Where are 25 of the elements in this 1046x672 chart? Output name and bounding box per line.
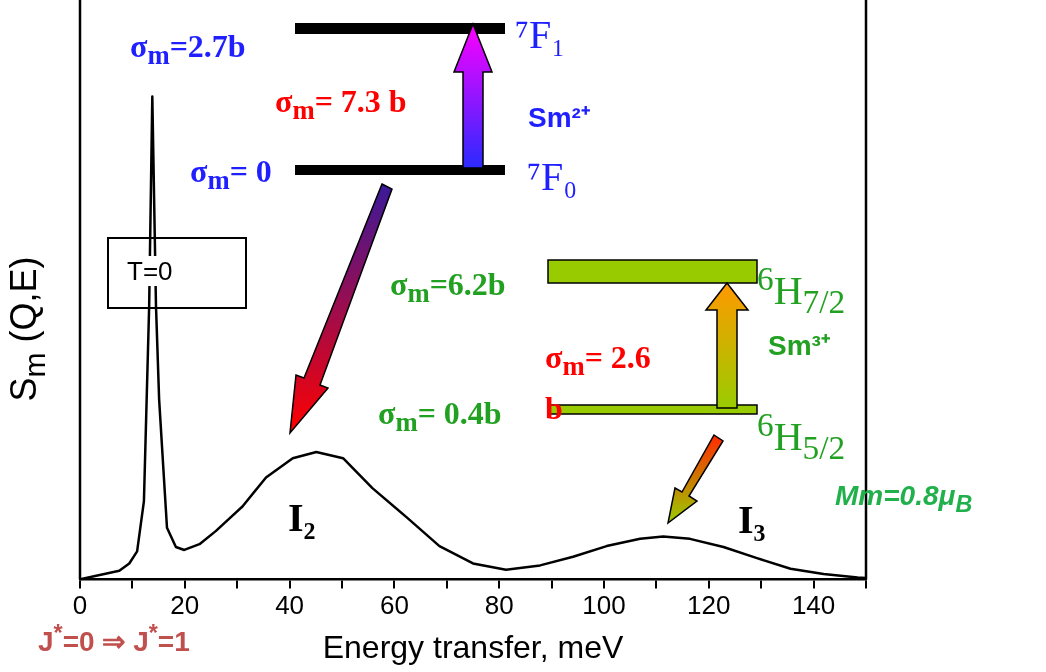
x-axis-title: Energy transfer, meV — [322, 628, 624, 665]
annotation: σ$_{m}$= 0.4b — [378, 395, 502, 438]
x-tick-label: 0 — [72, 590, 88, 621]
x-tick-label: 120 — [687, 590, 731, 621]
annotation: σ$_{m}$= 7.3 b — [275, 83, 407, 126]
x-tick-label: 140 — [791, 590, 836, 621]
annotation: $^{6}$H$_{7/2}$ — [757, 260, 846, 321]
annotation: T=0 — [125, 256, 175, 286]
annotation: σ$_{m}$=6.2b — [390, 266, 506, 309]
annotation: Sm²⁺ — [528, 102, 590, 133]
x-tick-label: 20 — [170, 590, 200, 621]
annotation: Sm³⁺ — [768, 330, 830, 361]
text: ⁷F₁ — [515, 12, 566, 57]
text: J$^{*}$=0 ⇒ J$^{*}$=1 — [38, 620, 190, 658]
x-tick-label: 40 — [275, 590, 305, 621]
x-tick-label: 80 — [484, 590, 514, 621]
annotation: I₂ — [288, 495, 316, 540]
annotation: $^{6}$H$_{5/2}$ — [757, 405, 847, 469]
annotation: σ$_{m}$= 2.6 b — [545, 338, 652, 428]
x-tick-label: 60 — [379, 590, 409, 621]
x-tick-label: 100 — [582, 590, 626, 621]
annotation: ⁷F₀ — [527, 154, 578, 199]
annotation: I₃ — [738, 497, 766, 542]
annotation: σ$_{m}$= 0 — [190, 153, 272, 196]
text: σ$_{m}$=2.7b — [130, 28, 246, 71]
